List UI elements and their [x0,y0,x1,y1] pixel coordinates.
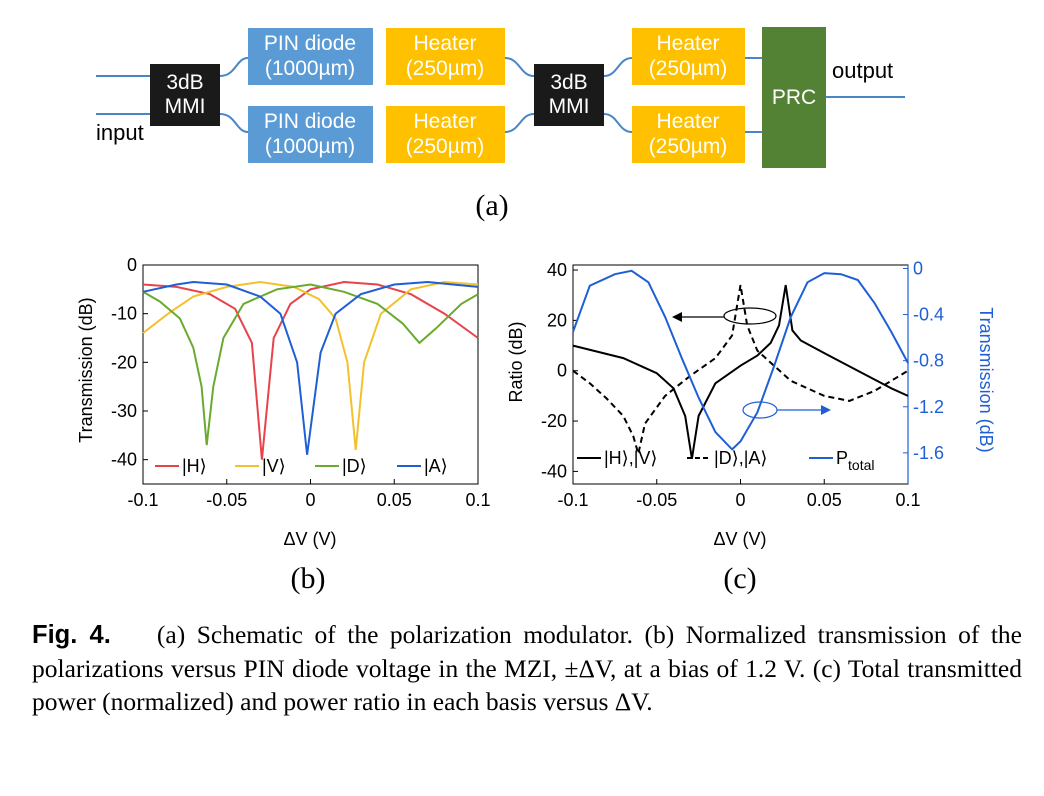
pin-bottom-line1: PIN diode [264,110,356,133]
panel-b-series [142,280,479,460]
y-tick-label: -20 [111,352,137,372]
x-tick-label: -0.1 [127,490,158,510]
input-label: input [96,120,144,145]
series-line-2 [572,269,909,451]
panel-b-ylabel: Transmission (dB) [76,297,96,442]
legend-label-3: |A⟩ [424,456,448,476]
y2-tick-label: -0.4 [913,305,944,325]
y-tick-label: 0 [557,361,567,381]
x-tick-label: -0.05 [206,490,247,510]
mmi-left-line1: 3dB [166,71,203,94]
panel-c-chart: -0.1 -0.05 0 0.05 0.1 40 20 0 -20 -40 0 -0.4 -0.8 -1.… [506,258,996,595]
heater-4-line1: Heater [656,110,719,133]
series-line-3 [142,280,479,455]
mmi-block-left [150,64,220,126]
x-tick-label: 0.1 [895,490,920,510]
panel-c-y2label: Transmission (dB) [976,307,996,452]
series-line-1 [572,284,909,455]
x-tick-label: -0.1 [557,490,588,510]
transmission-arrow-head [821,405,831,415]
y-tick-label: 0 [127,255,137,275]
heater-3 [632,28,745,85]
panel-c-legend: |H⟩,|V⟩ |D⟩,|A⟩ Ptotal [577,448,874,473]
legend-label-1: |D⟩,|A⟩ [714,448,767,468]
figure-4: 3dB MMI PIN diode (1000µm) PIN diode (10… [76,27,996,595]
panel-b-chart: -0.1 -0.05 0 0.05 0.1 0 -10 -20 -30 -40 |H⟩ |V⟩ |D⟩… [76,255,491,595]
output-label: output [832,58,893,83]
legend-label-1: |V⟩ [262,456,286,476]
heater-2-line1: Heater [413,110,476,133]
y-tick-label: -40 [541,461,567,481]
figure-caption: Fig. 4. (a) Schematic of the polarizatio… [32,618,1022,718]
legend-label-2: |D⟩ [342,456,367,476]
x-tick-label: 0.05 [807,490,842,510]
heater-4 [632,106,745,163]
y-tick-label: -40 [111,450,137,470]
pin-bottom-line2: (1000µm) [265,135,355,158]
mmi-right-line2: MMI [549,95,590,118]
sublabel-a: (a) [475,189,508,222]
x-tick-label: 0.1 [465,490,490,510]
series-line-2 [142,283,479,446]
series-line-0 [572,284,909,459]
legend-label-2: Ptotal [836,448,874,473]
panel-b-xlabel: ΔV (V) [283,529,336,549]
legend-label-0: |H⟩ [182,456,207,476]
y2-tick-label: 0 [913,258,923,278]
heater-4-line2: (250µm) [649,135,728,158]
heater-1-line1: Heater [413,32,476,55]
prc-label: PRC [772,86,816,109]
y2-tick-label: -1.6 [913,443,944,463]
sublabel-b: (b) [291,562,326,595]
mmi-right-line1: 3dB [550,71,587,94]
y2-tick-label: -0.8 [913,351,944,371]
heater-2-line2: (250µm) [406,135,485,158]
x-tick-label: 0.05 [377,490,412,510]
y-tick-label: 20 [547,310,567,330]
y-tick-label: 40 [547,260,567,280]
pin-top-line1: PIN diode [264,32,356,55]
series-line-1 [142,280,479,450]
heater-2 [386,106,505,163]
y-tick-label: -20 [541,411,567,431]
panel-c-series [572,269,909,459]
panel-c-ylabel: Ratio (dB) [506,321,526,402]
schematic-panel: 3dB MMI PIN diode (1000µm) PIN diode (10… [96,27,905,222]
sublabel-c: (c) [723,562,756,595]
heater-1-line2: (250µm) [406,57,485,80]
mmi-block-right [534,64,604,126]
x-tick-label: 0 [735,490,745,510]
plot-frame [142,264,479,485]
caption-label: Fig. 4. [32,621,111,649]
prc-block [762,27,826,168]
panel-c-xlabel: ΔV (V) [713,529,766,549]
y-tick-label: -10 [111,304,137,324]
waveguides [96,57,905,133]
heater-1 [386,28,505,85]
ratio-group-ellipse [723,307,777,325]
ratio-arrow-head [672,312,682,322]
legend-label-0: |H⟩,|V⟩ [604,448,657,468]
heater-3-line1: Heater [656,32,719,55]
panel-b-axes: -0.1 -0.05 0 0.05 0.1 0 -10 -20 -30 -40 [111,255,491,510]
x-tick-label: 0 [305,490,315,510]
heater-3-line2: (250µm) [649,57,728,80]
panel-c-axes: -0.1 -0.05 0 0.05 0.1 40 20 0 -20 -40 0 -0.4 -0.8 -1.… [541,258,944,510]
y-tick-label: -30 [111,401,137,421]
panel-b-legend: |H⟩ |V⟩ |D⟩ |A⟩ [155,456,448,476]
y2-tick-label: -1.2 [913,397,944,417]
x-tick-label: -0.05 [636,490,677,510]
mmi-left-line2: MMI [165,95,206,118]
pin-diode-top [248,28,373,85]
pin-diode-bottom [248,106,373,163]
pin-top-line2: (1000µm) [265,57,355,80]
panel-c-annotations [672,307,831,419]
caption-text: (a) Schematic of the polarization modula… [32,620,1023,716]
